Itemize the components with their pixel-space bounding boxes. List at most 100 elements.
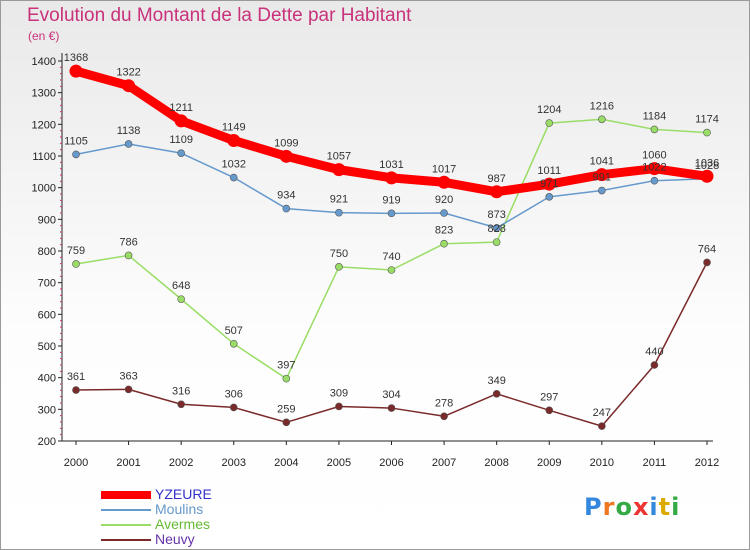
data-point-avermes bbox=[177, 295, 185, 303]
y-tick-label: 600 bbox=[38, 309, 56, 321]
legend-label-moulins: Moulins bbox=[155, 501, 204, 517]
data-point-neuvy bbox=[229, 403, 238, 412]
series-lines bbox=[69, 64, 714, 430]
data-label-avermes: 1184 bbox=[643, 110, 667, 122]
data-point-moulins bbox=[282, 204, 291, 213]
data-point-avermes bbox=[124, 251, 133, 260]
data-label-avermes: 648 bbox=[172, 280, 190, 292]
data-point-neuvy bbox=[650, 361, 659, 369]
data-point-neuvy bbox=[440, 412, 448, 421]
data-label-yzeure: 1211 bbox=[169, 102, 193, 114]
y-tick-label: 1100 bbox=[32, 151, 56, 163]
x-tick-label: 2008 bbox=[484, 457, 508, 469]
data-point-avermes bbox=[229, 339, 238, 348]
data-point-neuvy bbox=[177, 400, 185, 409]
legend-label-neuvy: Neuvy bbox=[155, 531, 195, 547]
data-label-yzeure: 1017 bbox=[432, 163, 456, 175]
data-point-moulins bbox=[650, 176, 659, 185]
data-point-yzeure bbox=[542, 177, 556, 191]
y-tick-label: 700 bbox=[38, 278, 56, 290]
data-label-yzeure: 1057 bbox=[327, 151, 351, 163]
data-point-yzeure bbox=[595, 168, 609, 182]
data-point-yzeure bbox=[332, 163, 346, 177]
data-point-yzeure bbox=[174, 114, 188, 128]
data-point-avermes bbox=[598, 115, 606, 124]
data-label-yzeure: 1322 bbox=[116, 67, 140, 79]
data-point-moulins bbox=[335, 208, 343, 217]
x-tick-label: 2002 bbox=[169, 457, 193, 469]
data-label-moulins: 920 bbox=[435, 194, 453, 206]
y-tick-label: 500 bbox=[38, 341, 56, 353]
data-point-yzeure bbox=[122, 79, 136, 93]
data-point-yzeure bbox=[385, 171, 398, 185]
data-label-neuvy: 363 bbox=[119, 370, 137, 382]
data-point-moulins bbox=[124, 140, 133, 148]
x-tick-label: 2009 bbox=[537, 457, 561, 469]
data-label-neuvy: 278 bbox=[435, 397, 453, 409]
data-label-avermes: 750 bbox=[330, 248, 348, 260]
data-label-neuvy: 309 bbox=[330, 387, 348, 399]
data-point-moulins bbox=[72, 150, 80, 159]
legend-item-avermes[interactable]: Avermes bbox=[101, 517, 212, 532]
data-label-yzeure: 1368 bbox=[64, 52, 88, 64]
data-point-yzeure bbox=[647, 162, 661, 176]
data-point-moulins bbox=[177, 149, 185, 157]
legend-item-neuvy[interactable]: Neuvy bbox=[101, 532, 212, 547]
data-label-avermes: 823 bbox=[435, 225, 453, 237]
y-tick-label: 1200 bbox=[32, 119, 56, 131]
legend-item-moulins[interactable]: Moulins bbox=[101, 502, 212, 517]
legend-item-yzeure[interactable]: YZEURE bbox=[101, 487, 212, 502]
data-point-avermes bbox=[282, 374, 291, 383]
data-label-neuvy: 764 bbox=[698, 243, 716, 255]
x-tick-label: 2012 bbox=[695, 457, 719, 469]
data-point-avermes bbox=[492, 238, 501, 246]
data-label-yzeure: 1036 bbox=[695, 157, 719, 169]
data-point-moulins bbox=[545, 193, 554, 201]
data-point-avermes bbox=[335, 263, 343, 271]
data-label-yzeure: 987 bbox=[487, 173, 505, 185]
data-label-moulins: 919 bbox=[382, 194, 400, 206]
x-tick-label: 2004 bbox=[274, 457, 298, 469]
data-point-yzeure bbox=[69, 64, 83, 78]
data-label-neuvy: 297 bbox=[540, 391, 558, 403]
data-label-neuvy: 247 bbox=[593, 407, 611, 419]
legend-swatch-neuvy bbox=[101, 538, 151, 541]
chart-unit: (en €) bbox=[28, 29, 60, 43]
data-label-moulins: 1028 bbox=[695, 160, 719, 172]
data-label-avermes: 397 bbox=[277, 360, 295, 372]
series-line-neuvy bbox=[75, 261, 708, 427]
data-label-moulins: 934 bbox=[277, 190, 295, 202]
data-point-avermes bbox=[387, 266, 396, 274]
x-tick-label: 2007 bbox=[432, 457, 456, 469]
y-tick-label: 900 bbox=[38, 214, 56, 226]
y-tick-label: 1300 bbox=[32, 88, 56, 100]
data-label-avermes: 1204 bbox=[537, 104, 561, 116]
data-label-moulins: 873 bbox=[487, 209, 505, 221]
data-label-moulins: 1109 bbox=[169, 134, 193, 146]
data-label-moulins: 971 bbox=[540, 178, 558, 190]
axes: 200 300 400 500 600 700 800 900 1000 1100 1200 1300… bbox=[32, 53, 719, 469]
x-tick-label: 2005 bbox=[327, 457, 351, 469]
data-point-neuvy bbox=[282, 418, 291, 427]
data-point-avermes bbox=[703, 128, 711, 137]
data-label-avermes: 1216 bbox=[590, 100, 614, 112]
data-point-neuvy bbox=[124, 385, 133, 394]
data-point-moulins bbox=[492, 224, 501, 232]
data-label-avermes: 828 bbox=[487, 223, 505, 235]
x-tick-label: 2003 bbox=[222, 457, 246, 469]
y-tick-label: 1400 bbox=[32, 56, 56, 68]
data-label-neuvy: 259 bbox=[277, 403, 295, 415]
data-label-moulins: 921 bbox=[330, 194, 348, 206]
legend-label-yzeure: YZEURE bbox=[155, 486, 212, 502]
data-label-avermes: 1174 bbox=[695, 114, 719, 126]
x-tick-label: 2001 bbox=[116, 457, 140, 469]
data-point-moulins bbox=[598, 186, 606, 195]
data-label-moulins: 1022 bbox=[642, 162, 666, 174]
legend: YZEURE Moulins Avermes Neuvy bbox=[101, 487, 212, 547]
legend-label-avermes: Avermes bbox=[155, 516, 210, 532]
data-label-neuvy: 306 bbox=[225, 388, 243, 400]
data-label-neuvy: 349 bbox=[487, 375, 505, 387]
data-point-yzeure bbox=[700, 169, 714, 183]
data-point-neuvy bbox=[703, 258, 711, 267]
